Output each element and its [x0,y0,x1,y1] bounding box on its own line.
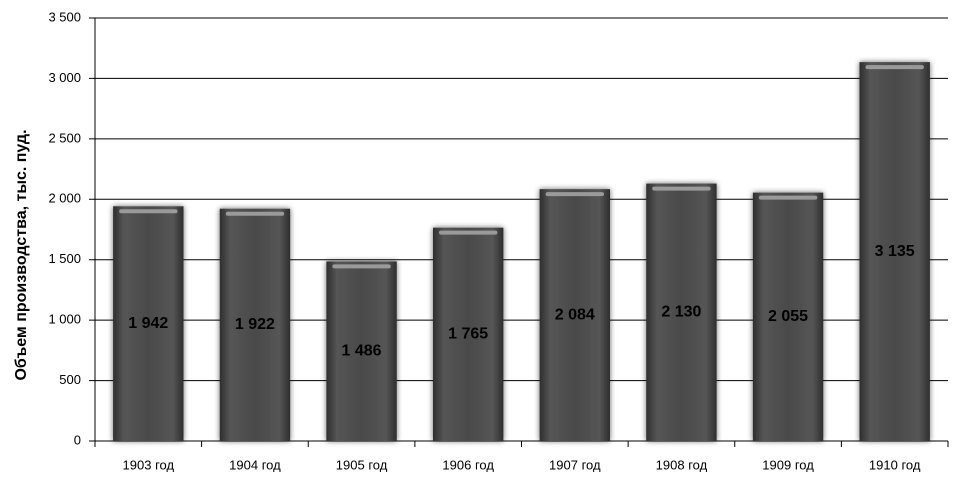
x-tick-label: 1904 год [229,457,281,472]
x-tick-label: 1906 год [442,457,494,472]
bar-highlight [758,195,818,200]
x-tick-label: 1908 год [656,457,708,472]
value-label: 1 922 [235,316,275,333]
bar [113,206,184,441]
y-tick-label: 2 500 [48,130,81,145]
value-label: 2 130 [661,304,701,321]
x-tick-label: 1909 год [762,457,814,472]
x-tick-label: 1905 год [336,457,388,472]
value-label: 3 135 [875,243,915,260]
bar [859,62,930,442]
bar-highlight [652,186,711,191]
x-tick-label: 1903 год [123,457,175,472]
value-label: 1 486 [342,342,382,359]
value-label: 2 084 [555,306,595,323]
value-label: 2 055 [768,308,808,325]
bar-highlight [225,211,285,216]
y-tick-label: 1 500 [48,251,81,266]
y-tick-label: 2 000 [48,191,81,206]
bar-highlight [865,65,924,70]
value-label: 1 765 [448,326,488,343]
bar-highlight [545,192,604,197]
y-tick-label: 1 000 [48,312,81,327]
y-axis-label: Объем производства, тыс. пуд. [13,129,30,380]
bar [219,208,291,441]
bar-highlight [439,230,498,235]
bar [326,261,397,441]
bar [433,227,504,441]
y-tick-label: 3 500 [48,9,81,24]
bar-highlight [332,264,391,269]
y-tick-label: 3 000 [48,70,81,85]
x-tick-label: 1907 год [549,457,601,472]
bar [539,189,610,441]
y-tick-label: 500 [59,372,81,387]
bar [752,192,824,441]
value-label: 1 942 [128,315,168,332]
x-tick-label: 1910 год [869,457,921,472]
bar-highlight [119,209,178,214]
y-tick-label: 0 [74,432,81,447]
bar [646,183,717,441]
